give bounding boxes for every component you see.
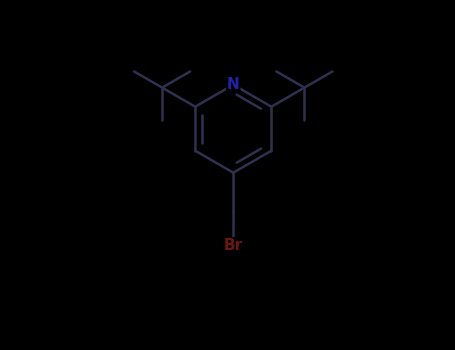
Text: N: N [227,77,240,92]
Text: Br: Br [224,238,243,253]
